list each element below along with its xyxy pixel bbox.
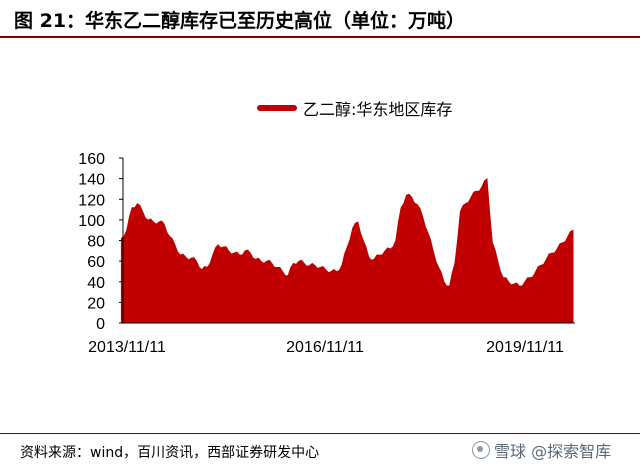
- watermark: 雪球 @探索智库: [472, 438, 611, 462]
- series-area-east-china-inventory: [120, 178, 574, 324]
- y-tick-label: 0: [96, 316, 105, 333]
- watermark-text: 雪球 @探索智库: [494, 442, 612, 461]
- source-divider: [0, 433, 640, 434]
- y-tick-label: 160: [78, 151, 105, 168]
- y-tick-label: 120: [78, 192, 105, 209]
- y-tick-label: 140: [78, 172, 105, 189]
- snowball-logo-icon: [472, 441, 490, 459]
- figure-title: 图 21：华东乙二醇库存已至历史高位（单位：万吨）: [14, 10, 466, 32]
- legend-label: 乙二醇:华东地区库存: [303, 100, 453, 119]
- x-tick-label: 2013/11/11: [88, 339, 166, 356]
- y-tick-label: 40: [87, 275, 105, 292]
- legend-swatch: [257, 105, 297, 111]
- plot-area: [120, 178, 574, 324]
- y-tick-label: 20: [87, 295, 105, 312]
- title-divider: [0, 36, 640, 38]
- y-tick-label: 80: [87, 234, 105, 251]
- y-axis: 0 20 40 60 80 100 120 140 160: [78, 151, 124, 333]
- chart-legend: 乙二醇:华东地区库存: [257, 98, 453, 119]
- x-tick-label: 2019/11/11: [486, 339, 564, 356]
- y-tick-label: 100: [78, 213, 105, 230]
- x-tick-label: 2016/11/11: [286, 339, 364, 356]
- source-note: 资料来源：wind，百川资讯，西部证券研发中心: [20, 445, 320, 461]
- x-axis: 2013/11/11 2016/11/11 2019/11/11: [88, 322, 575, 356]
- y-tick-label: 60: [87, 254, 105, 271]
